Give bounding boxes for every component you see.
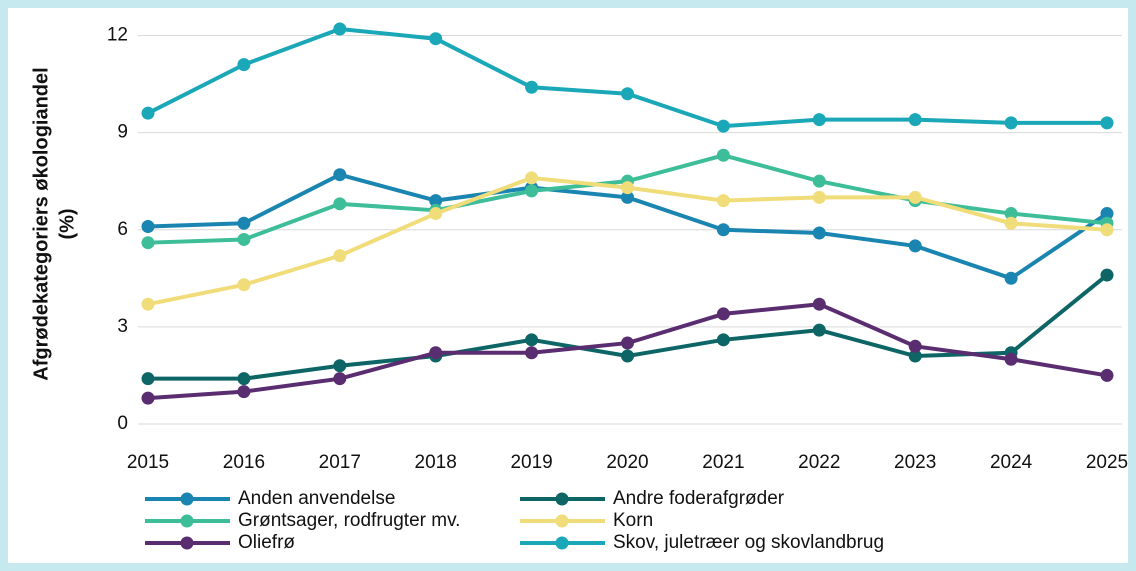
marker [812, 297, 826, 311]
marker [908, 190, 922, 204]
marker [429, 32, 443, 46]
marker [1004, 216, 1018, 230]
y-tick-label: 0 [117, 413, 128, 434]
legend-marker [555, 514, 569, 528]
x-tick-label: 2022 [798, 452, 840, 473]
marker [237, 278, 251, 292]
marker [621, 349, 634, 363]
marker [1004, 352, 1018, 366]
marker [333, 359, 347, 373]
marker [333, 249, 347, 263]
marker [525, 333, 539, 347]
marker [1004, 116, 1018, 130]
marker [716, 223, 730, 237]
marker [716, 119, 730, 133]
legend-label: Oliefrø [238, 532, 295, 553]
y-tick-label: 9 [117, 122, 128, 143]
legend-label: Skov, juletræer og skovlandbrug [613, 532, 884, 553]
marker [621, 190, 634, 204]
y-tick-label: 6 [117, 219, 128, 240]
marker [237, 372, 251, 386]
legend-marker [555, 492, 569, 506]
panel [8, 8, 1128, 563]
marker [141, 372, 155, 386]
marker [429, 346, 443, 360]
marker [716, 307, 730, 321]
marker [525, 80, 539, 94]
marker [141, 297, 155, 311]
y-axis-label: (%) [56, 208, 78, 239]
marker [812, 323, 826, 337]
marker [1004, 207, 1018, 221]
marker [621, 181, 634, 195]
marker [429, 194, 443, 208]
marker [141, 220, 155, 233]
marker [1100, 223, 1114, 237]
x-tick-label: 2021 [702, 452, 744, 473]
marker [333, 22, 347, 36]
y-axis-label: Afgrødekategoriers økologiandel [30, 67, 52, 380]
marker [908, 339, 922, 353]
marker [908, 349, 922, 363]
x-tick-label: 2023 [894, 452, 936, 473]
legend-marker [555, 536, 569, 550]
marker [333, 168, 347, 182]
x-tick-label: 2017 [319, 452, 361, 473]
legend-marker [180, 514, 194, 528]
marker [525, 171, 539, 185]
marker [141, 391, 155, 405]
marker [812, 174, 826, 188]
marker [1004, 271, 1018, 285]
marker [1100, 268, 1114, 282]
y-tick-label: 12 [107, 24, 128, 45]
legend-label: Andre foderafgrøder [613, 488, 785, 509]
marker [716, 148, 730, 162]
marker [429, 207, 443, 221]
x-tick-label: 2018 [415, 452, 457, 473]
marker [237, 58, 251, 72]
legend-marker [180, 536, 194, 550]
legend-label: Anden anvendelse [238, 488, 395, 509]
marker [812, 190, 826, 204]
marker [1100, 116, 1114, 130]
marker [621, 87, 634, 101]
marker [621, 336, 634, 350]
marker [908, 239, 922, 253]
legend-label: Grøntsager, rodfrugter mv. [238, 510, 460, 531]
marker [716, 194, 730, 208]
marker [812, 226, 826, 240]
x-tick-label: 2019 [510, 452, 552, 473]
x-tick-label: 2016 [223, 452, 265, 473]
marker [716, 333, 730, 347]
marker [333, 372, 347, 386]
marker [525, 184, 539, 198]
x-tick-label: 2020 [606, 452, 648, 473]
marker [1100, 368, 1114, 382]
marker [1100, 207, 1114, 221]
x-tick-label: 2025 [1086, 452, 1128, 473]
marker [141, 236, 155, 250]
legend-marker [180, 492, 194, 506]
marker [237, 216, 251, 230]
legend-label: Korn [613, 510, 653, 531]
marker [333, 197, 347, 211]
x-tick-label: 2024 [990, 452, 1033, 473]
marker [908, 113, 922, 127]
marker [141, 106, 155, 120]
marker [525, 346, 539, 360]
marker [237, 385, 251, 399]
x-tick-label: 2015 [127, 452, 169, 473]
y-tick-label: 3 [117, 316, 128, 337]
marker [812, 113, 826, 127]
marker [237, 232, 251, 246]
